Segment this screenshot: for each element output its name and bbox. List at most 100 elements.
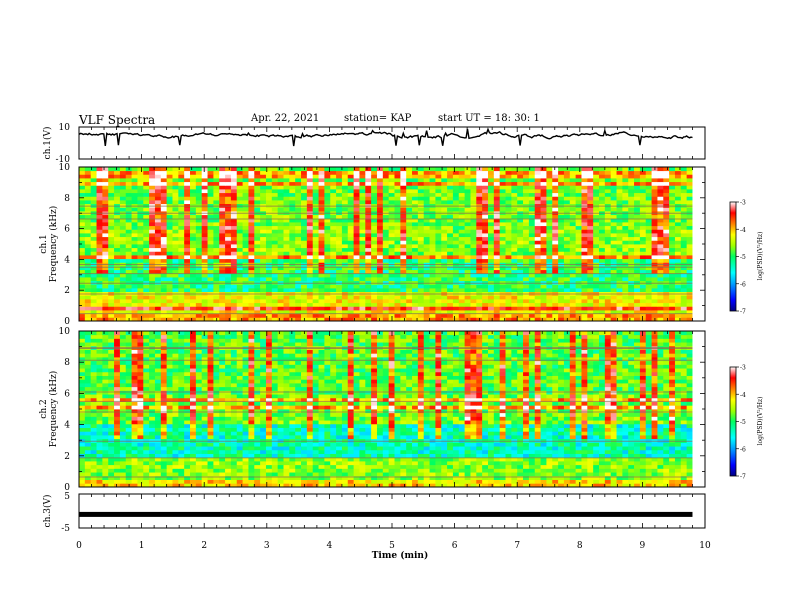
spectrogram-cell xyxy=(248,196,255,201)
spectrogram-cell xyxy=(663,269,670,274)
spectrogram-cell xyxy=(563,192,571,197)
spectrogram-cell xyxy=(195,299,203,304)
spectrogram-cell xyxy=(359,207,366,212)
spectrogram-cell xyxy=(499,178,506,183)
spectrogram-cell xyxy=(528,280,536,285)
spectrogram-cell xyxy=(523,310,530,315)
spectrogram-cell xyxy=(371,317,378,322)
spectrogram-cell xyxy=(628,277,635,282)
spectrogram-cell xyxy=(260,258,267,263)
spectrogram-cell xyxy=(669,178,676,183)
spectrogram-cell xyxy=(412,284,419,289)
spectrogram-cell xyxy=(306,479,314,484)
spectrogram-cell xyxy=(359,170,366,175)
spectrogram-cell xyxy=(236,181,243,186)
spectrogram-cell xyxy=(435,240,442,245)
spectrogram-cell xyxy=(289,189,296,194)
spectrogram-cell xyxy=(540,181,547,186)
spectrogram-cell xyxy=(254,302,261,307)
spectrogram-cell xyxy=(575,207,582,212)
spectrogram-cell xyxy=(505,251,512,256)
spectrogram-cell xyxy=(195,313,203,318)
spectrogram-cell xyxy=(645,218,652,223)
spectrogram-cell xyxy=(563,244,571,249)
spectrogram-cell xyxy=(84,302,92,307)
spectrogram-cell xyxy=(680,277,688,282)
spectrogram-cell xyxy=(645,295,652,300)
spectrogram-cell xyxy=(546,277,553,282)
spectrogram-cell xyxy=(301,174,308,179)
spectrogram-cell xyxy=(195,196,203,201)
spectrogram-cell xyxy=(114,240,121,245)
spectrogram-cell xyxy=(312,167,319,172)
spectrogram-cell xyxy=(458,483,466,488)
spectrogram-cell xyxy=(540,178,547,183)
spectrogram-cell xyxy=(523,251,530,256)
spectrogram-cell xyxy=(447,266,454,271)
spectrogram-cell xyxy=(517,475,524,480)
spectrogram-cell xyxy=(441,214,448,219)
spectrogram-cell xyxy=(330,306,337,311)
spectrogram-cell xyxy=(195,181,203,186)
spectrogram-cell xyxy=(499,247,506,252)
spectrogram-cell xyxy=(382,280,390,285)
spectrogram-cell xyxy=(108,310,115,315)
spectrogram-cell xyxy=(645,302,652,307)
spectrogram-cell xyxy=(359,479,366,484)
spectrogram-cell xyxy=(207,174,214,179)
spectrogram-cell xyxy=(400,269,407,274)
spectrogram-cell xyxy=(184,269,191,274)
spectrogram-cell xyxy=(172,225,179,230)
spectrogram-cell xyxy=(172,174,179,179)
spectrogram-cell xyxy=(108,214,115,219)
spectrogram-cell xyxy=(79,181,86,186)
spectrogram-cell xyxy=(634,266,641,271)
spectrogram-cell xyxy=(248,258,255,263)
spectrogram-cell xyxy=(359,310,366,315)
spectrogram-cell xyxy=(184,170,191,175)
spectrogram-cell xyxy=(581,192,588,197)
spectrogram-cell xyxy=(102,222,109,227)
spectrogram-cell xyxy=(306,200,314,205)
spectrogram-cell xyxy=(207,222,214,227)
spectrogram-cell xyxy=(225,174,232,179)
spectrogram-cell xyxy=(651,310,658,315)
spectrogram-cell xyxy=(312,170,319,175)
spectrogram-cell xyxy=(628,218,635,223)
spectrogram-cell xyxy=(201,225,208,230)
spectrogram-cell xyxy=(137,200,144,205)
spectrogram-cell xyxy=(628,288,635,293)
spectrogram-cell xyxy=(622,269,629,274)
spectrogram-cell xyxy=(341,240,349,245)
spectrogram-cell xyxy=(452,185,460,190)
spectrogram-cell xyxy=(149,178,156,183)
spectrogram-cell xyxy=(476,218,483,223)
spectrogram-cell xyxy=(160,207,168,212)
spectrogram-cell xyxy=(429,196,436,201)
spectrogram-cell xyxy=(131,200,138,205)
spectrogram-cell xyxy=(225,284,232,289)
spectrogram-cell xyxy=(353,479,360,484)
spectrogram-cell xyxy=(593,181,600,186)
spectrogram-cell xyxy=(581,280,588,285)
spectrogram-cell xyxy=(365,174,372,179)
spectrogram-cell xyxy=(347,222,354,227)
spectrogram-cell xyxy=(394,258,401,263)
spectrogram-cell xyxy=(540,280,547,285)
spectrogram-cell xyxy=(452,178,460,183)
spectrogram-cell xyxy=(546,306,553,311)
spectrogram-cell xyxy=(254,277,261,282)
spectrogram-cell xyxy=(423,299,430,304)
spectrogram-cell xyxy=(219,247,226,252)
spectrogram-cell xyxy=(84,475,92,480)
spectrogram-cell xyxy=(581,207,588,212)
spectrogram-cell xyxy=(84,288,92,293)
spectrogram-cell xyxy=(108,247,115,252)
spectrogram-cell xyxy=(172,233,179,238)
spectrogram-cell xyxy=(195,247,203,252)
spectrogram-cell xyxy=(79,266,86,271)
spectrogram-cell xyxy=(645,475,652,480)
spectrogram-cell xyxy=(260,181,267,186)
spectrogram-cell xyxy=(639,310,647,315)
spectrogram-cell xyxy=(376,295,384,300)
